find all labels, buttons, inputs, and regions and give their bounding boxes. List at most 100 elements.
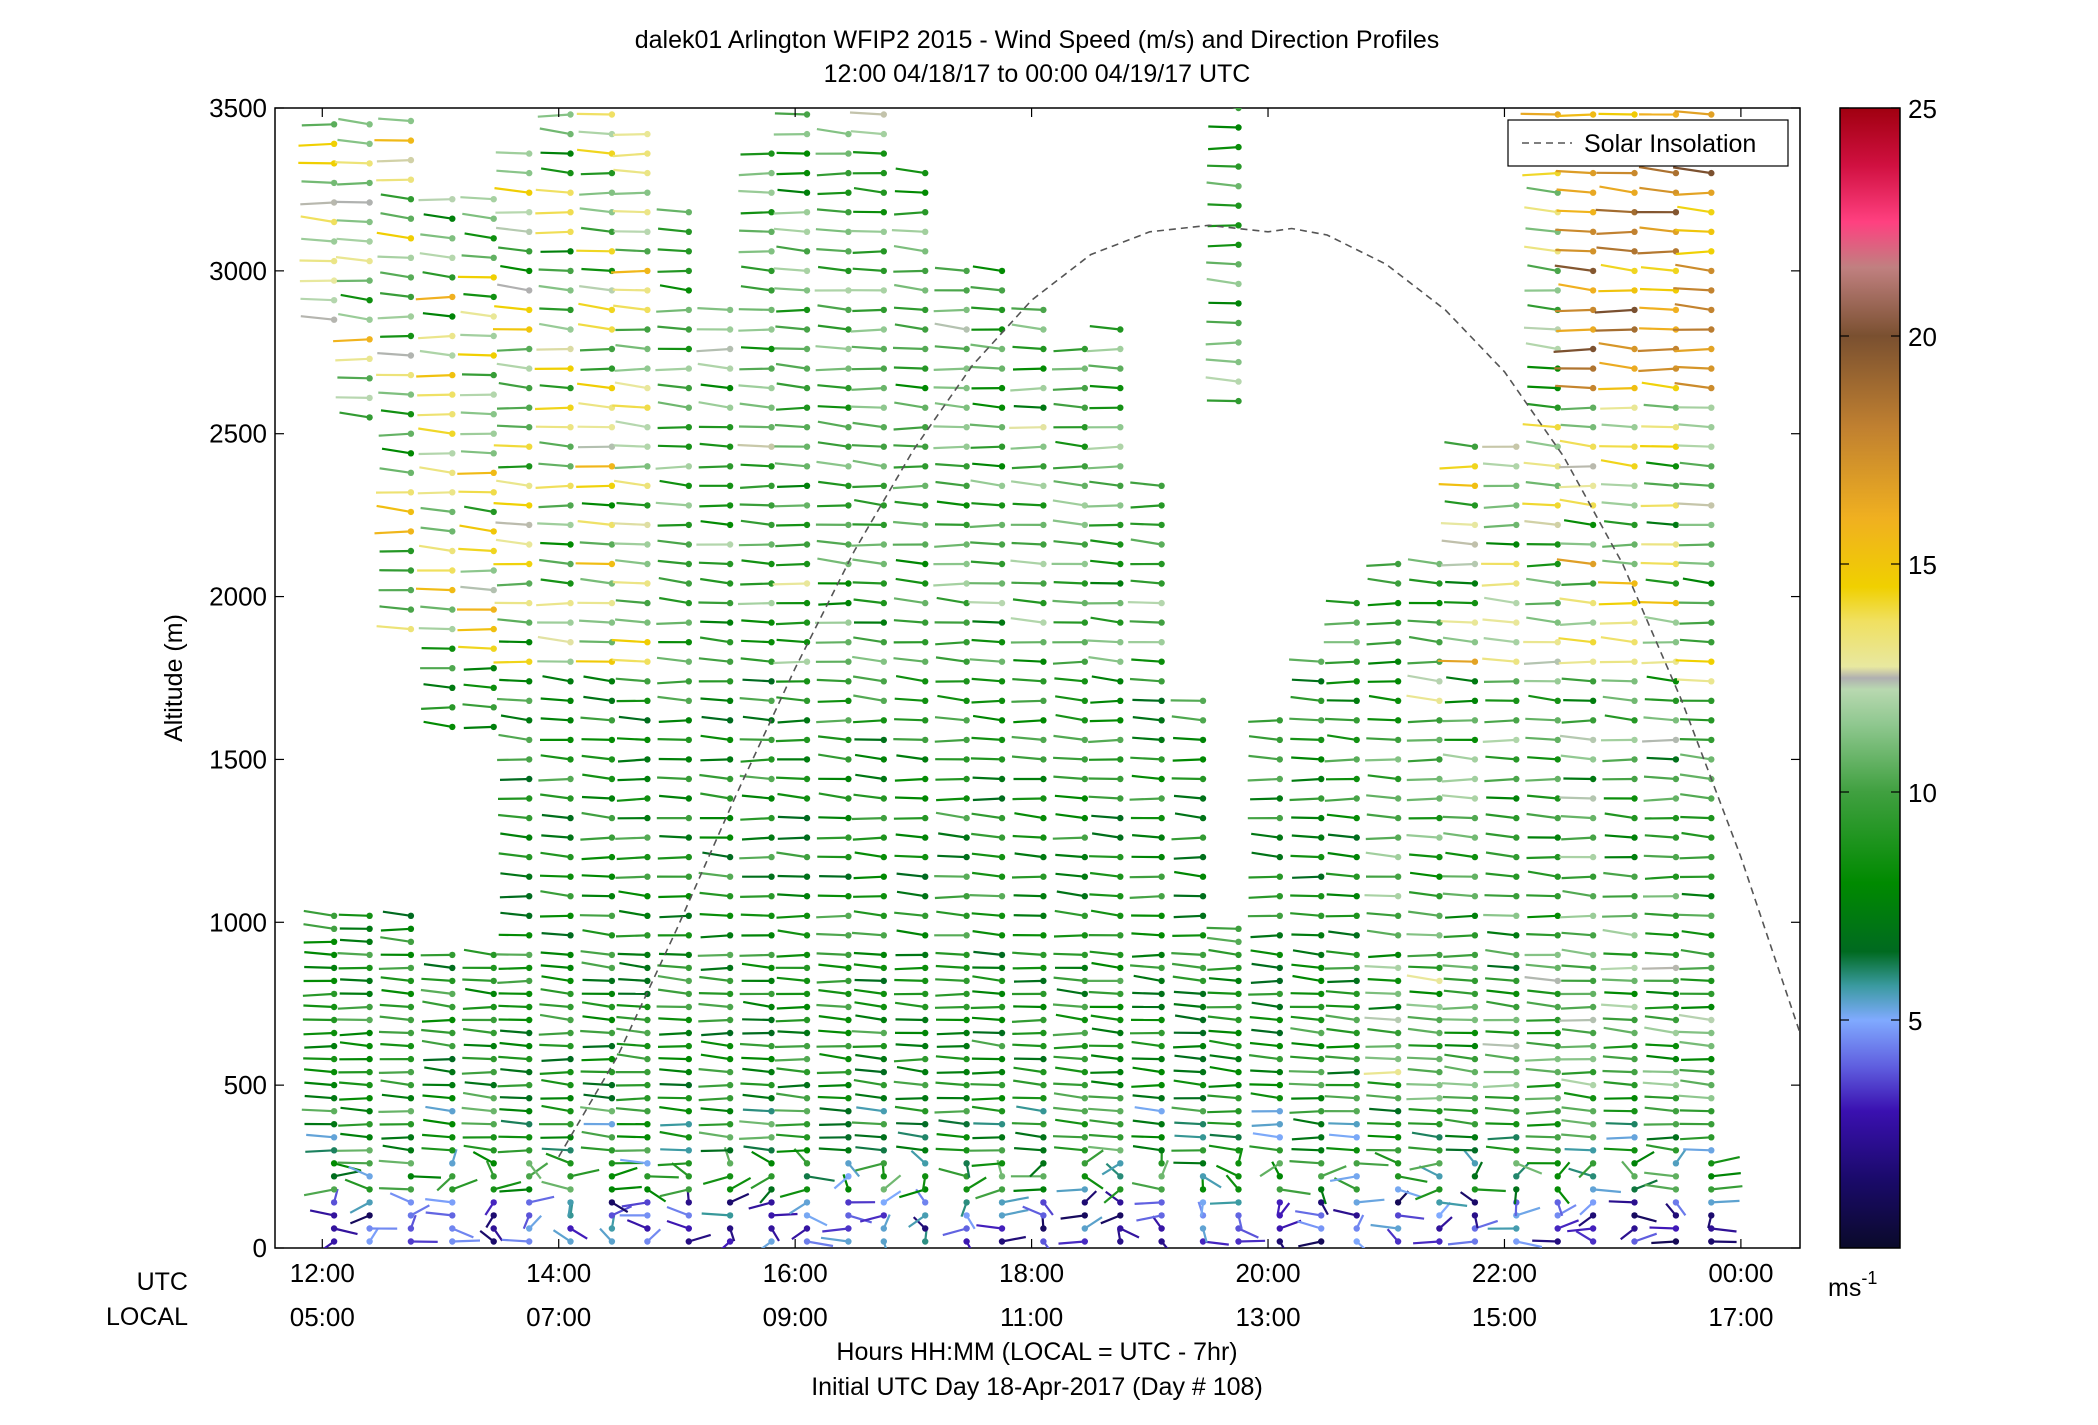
wind-barb-dot (567, 1186, 574, 1193)
wind-barb-dot (1318, 1016, 1325, 1024)
wind-barb-stick (612, 133, 648, 136)
wind-barb-stick (1366, 912, 1399, 917)
wind-barb-stick (1678, 543, 1712, 547)
wind-barb-stick (1208, 146, 1239, 151)
wind-barb-dot (685, 873, 692, 880)
wind-barb-stick (740, 484, 772, 489)
wind-barb-dot (922, 560, 929, 568)
wind-barb-stick (893, 817, 926, 820)
wind-barb-dot (726, 912, 734, 919)
local-row-label: LOCAL (106, 1303, 188, 1331)
wind-barb-stick (579, 191, 612, 196)
wind-barb-dot (768, 853, 775, 861)
wind-barb-stick (1368, 953, 1399, 959)
wind-barb-dot (922, 697, 929, 704)
wind-barb-stick (1088, 656, 1121, 663)
wind-barb-stick (1208, 1084, 1239, 1088)
wind-barb-stick (539, 914, 571, 918)
wind-barb-stick (1561, 931, 1594, 937)
wind-barb-dot (998, 697, 1006, 704)
wind-barb-dot (1394, 853, 1402, 861)
wind-barb-stick (659, 794, 689, 800)
wind-barb-stick (816, 1045, 849, 1048)
wind-barb-dot (1040, 326, 1047, 333)
wind-barb-stick (1365, 1056, 1399, 1061)
wind-barb-dot (998, 990, 1006, 998)
wind-barb-stick (1259, 1162, 1281, 1178)
wind-barb-stick (303, 1068, 335, 1074)
wind-barb-stick (1173, 856, 1204, 860)
wind-barb-stick (615, 677, 648, 683)
wind-barb-dot (1708, 697, 1715, 704)
wind-barb-dot (768, 169, 775, 177)
wind-barb-stick (777, 719, 808, 724)
wind-barb-stick (1325, 914, 1357, 918)
wind-barb-stick (1556, 188, 1594, 194)
wind-barb-stick (851, 345, 884, 351)
wind-barb-dot (1117, 404, 1124, 411)
wind-barb-dot (1436, 1095, 1443, 1102)
wind-barb-stick (1604, 1097, 1635, 1100)
wind-barb-stick (1250, 934, 1280, 939)
wind-barb-stick (569, 1227, 588, 1240)
wind-barb-stick (820, 1236, 849, 1243)
wind-barb-stick (1445, 851, 1476, 859)
wind-barb-stick (1091, 832, 1121, 839)
wind-barb-stick (616, 1042, 648, 1048)
wind-barb-stick (658, 577, 689, 585)
wind-barb-dot (1235, 951, 1242, 959)
wind-barb-dot (726, 424, 734, 431)
wind-barb-dot (803, 1160, 811, 1167)
wind-barb-dot (803, 306, 811, 314)
y-tick-label: 1500 (209, 744, 267, 774)
wind-barb-dot (1081, 873, 1089, 880)
wind-barb-stick (1367, 680, 1399, 683)
wind-barb-stick (818, 1015, 849, 1022)
wind-barb-stick (698, 561, 731, 566)
wind-barb-dot (845, 599, 852, 607)
wind-barb-dot (1554, 1173, 1561, 1180)
wind-barb-stick (1013, 1005, 1044, 1009)
wind-barb-stick (1555, 248, 1594, 253)
wind-barb-dot (1158, 619, 1165, 626)
wind-barb-dot (1353, 775, 1360, 783)
wind-barb-stick (773, 267, 808, 272)
wind-barb-dot (1199, 814, 1207, 822)
wind-barb-stick (1406, 797, 1440, 802)
wind-barb-dot (768, 736, 775, 744)
wind-barb-stick (894, 283, 926, 292)
wind-barb-dot (1040, 1055, 1047, 1063)
wind-barb-stick (1209, 1066, 1239, 1074)
wind-barb-dot (330, 1238, 338, 1245)
wind-barb-dot (608, 326, 616, 333)
wind-barb-dot (963, 345, 970, 353)
wind-barb-dot (1081, 1147, 1089, 1154)
wind-barb-stick (463, 948, 494, 956)
wind-barb-dot (845, 1199, 852, 1206)
wind-barb-dot (1318, 1108, 1325, 1115)
wind-barb-stick (1559, 439, 1594, 448)
wind-barb-dot (1199, 873, 1207, 880)
wind-barb-stick (933, 582, 967, 587)
wind-barb-stick (1129, 797, 1162, 801)
wind-barb-dot (1117, 795, 1124, 802)
x-tick-label-local: 17:00 (1708, 1302, 1773, 1332)
wind-barb-stick (729, 1176, 752, 1191)
wind-barb-stick (1680, 753, 1712, 761)
wind-barb-dot (1436, 1055, 1443, 1063)
wind-barb-dot (366, 925, 373, 932)
wind-barb-dot (768, 619, 775, 626)
wind-barb-stick (1084, 1149, 1104, 1165)
wind-barb-stick (1443, 989, 1476, 995)
wind-barb-dot (685, 678, 692, 685)
wind-barb-stick (620, 1158, 648, 1165)
wind-barb-dot (1158, 736, 1165, 744)
wind-barb-dot (1513, 1147, 1520, 1154)
wind-barb-dot (803, 209, 811, 216)
wind-barb-stick (498, 246, 530, 253)
wind-barb-dot (726, 964, 734, 972)
wind-barb-dot (1708, 814, 1715, 822)
wind-barb-stick (619, 962, 648, 969)
wind-barb-dot (922, 977, 929, 985)
